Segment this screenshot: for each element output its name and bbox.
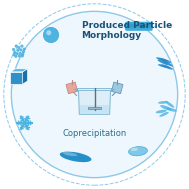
Circle shape: [11, 11, 178, 178]
Circle shape: [20, 44, 23, 48]
Circle shape: [45, 29, 57, 41]
Ellipse shape: [156, 110, 167, 113]
Circle shape: [43, 27, 59, 43]
Ellipse shape: [160, 105, 172, 110]
Polygon shape: [78, 90, 111, 114]
Circle shape: [12, 53, 16, 57]
Circle shape: [19, 48, 22, 52]
Polygon shape: [88, 107, 101, 109]
Ellipse shape: [158, 64, 170, 68]
FancyBboxPatch shape: [126, 24, 152, 28]
Circle shape: [15, 52, 19, 55]
Circle shape: [46, 30, 56, 40]
Polygon shape: [10, 72, 23, 84]
Polygon shape: [66, 82, 78, 94]
Circle shape: [19, 52, 22, 55]
Circle shape: [17, 46, 21, 49]
Circle shape: [16, 49, 19, 52]
FancyBboxPatch shape: [125, 22, 153, 31]
Ellipse shape: [129, 147, 147, 156]
Ellipse shape: [166, 108, 177, 112]
Ellipse shape: [162, 64, 173, 70]
Circle shape: [13, 51, 16, 54]
Ellipse shape: [165, 101, 174, 108]
Circle shape: [14, 55, 17, 58]
Circle shape: [22, 48, 26, 51]
FancyArrowPatch shape: [74, 89, 77, 92]
Circle shape: [21, 53, 24, 56]
Ellipse shape: [160, 58, 171, 63]
Circle shape: [46, 30, 51, 35]
Ellipse shape: [156, 57, 168, 62]
Circle shape: [48, 32, 54, 38]
Ellipse shape: [63, 152, 77, 156]
Polygon shape: [111, 82, 123, 94]
Circle shape: [49, 33, 53, 37]
Circle shape: [50, 34, 52, 36]
Circle shape: [44, 28, 58, 42]
Polygon shape: [77, 88, 112, 90]
Ellipse shape: [158, 101, 168, 104]
Polygon shape: [80, 105, 109, 113]
Circle shape: [43, 27, 59, 43]
Ellipse shape: [157, 60, 169, 65]
Circle shape: [12, 48, 15, 51]
Circle shape: [24, 122, 26, 124]
Text: Coprecipitation: Coprecipitation: [62, 129, 127, 138]
Ellipse shape: [130, 148, 138, 151]
Circle shape: [15, 44, 18, 48]
Circle shape: [18, 54, 21, 58]
Text: Produced Particle
Morphology: Produced Particle Morphology: [81, 21, 172, 40]
Circle shape: [21, 54, 24, 58]
Ellipse shape: [162, 60, 173, 67]
Circle shape: [47, 31, 55, 39]
Circle shape: [22, 50, 25, 53]
Polygon shape: [10, 69, 28, 72]
Polygon shape: [23, 69, 28, 84]
Ellipse shape: [60, 152, 91, 162]
Ellipse shape: [159, 112, 169, 117]
FancyArrowPatch shape: [112, 89, 115, 92]
